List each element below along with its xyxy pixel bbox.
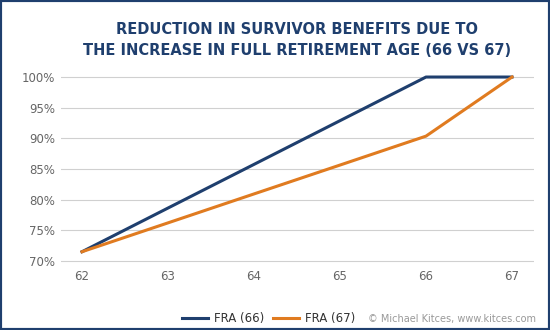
- Text: © Michael Kitces, www.kitces.com: © Michael Kitces, www.kitces.com: [368, 314, 536, 324]
- Legend: FRA (66), FRA (67): FRA (66), FRA (67): [177, 307, 360, 329]
- Title: REDUCTION IN SURVIVOR BENEFITS DUE TO
THE INCREASE IN FULL RETIREMENT AGE (66 VS: REDUCTION IN SURVIVOR BENEFITS DUE TO TH…: [83, 22, 511, 58]
